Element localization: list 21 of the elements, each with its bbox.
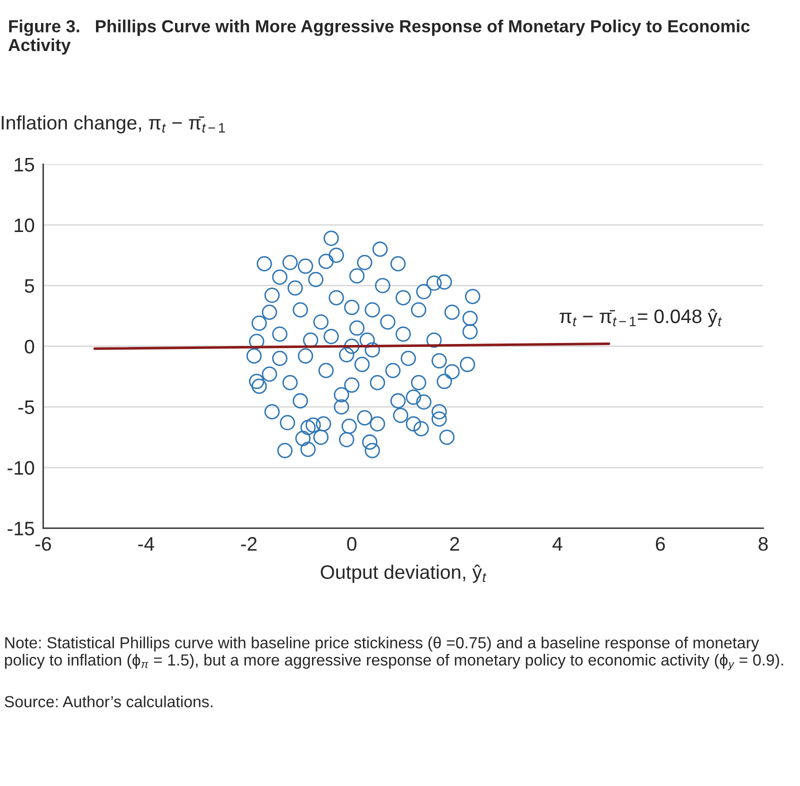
x-tick-label: 4 xyxy=(552,537,562,551)
x-tick-label: -2 xyxy=(241,537,257,551)
y-tick-label: 10 xyxy=(14,218,34,232)
y-tick-label: 5 xyxy=(24,279,34,293)
x-tick-label: -6 xyxy=(35,537,51,551)
x-tick-label: -4 xyxy=(138,537,154,551)
y-tick-label: -5 xyxy=(18,400,34,414)
x-tick-label: 2 xyxy=(450,537,460,551)
x-axis-title: Output deviation, ŷ$_{t}$ xyxy=(320,564,486,583)
y-tick-label: -15 xyxy=(8,522,34,536)
text: Note: Statistical Phillips curve with baseline price stickiness (θ =0.75) and a baseline response of monetary policy to inflation (ϕ$_{π}$ = 1.5), but a more aggressive response of monetary policy to economic activity (ϕ$_{y}$ = 0.9). xyxy=(5,636,784,670)
x-tick-label: 8 xyxy=(758,537,768,551)
source-note: Source: Author’s calculations. xyxy=(4,696,212,708)
y-tick-label: -10 xyxy=(8,461,34,475)
x-tick-label: 6 xyxy=(656,537,665,551)
y-tick-label: 15 xyxy=(14,158,34,172)
y-axis-title: Inflation change, π$_{t}$ − π̄$_{t−1}$ xyxy=(2,115,225,134)
x-tick-label: 0 xyxy=(347,537,356,551)
annotation: π$_{t}$ − π̄$_{t−1}$= 0.048 ŷ$_{t}$ xyxy=(560,308,722,328)
chart-title: Figure 3. Phillips Curve with More Aggressive Response of Monetary Policy to Economic Activity xyxy=(8,20,750,55)
y-tick-label: 0 xyxy=(24,340,34,354)
